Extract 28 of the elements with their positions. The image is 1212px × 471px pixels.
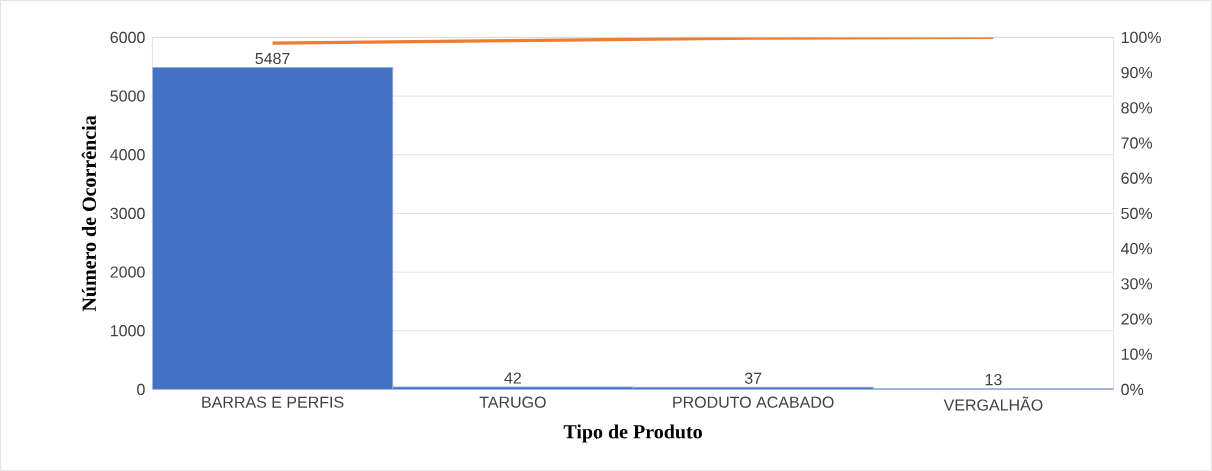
data-label: 5487 — [255, 52, 290, 65]
y2-tick-label: 90% — [1121, 67, 1153, 79]
y2-tick-label: 10% — [1121, 348, 1153, 360]
y2-tick-label: 60% — [1121, 172, 1153, 184]
y2-tick-label: 40% — [1121, 243, 1153, 255]
y2-tick-label: 30% — [1121, 278, 1153, 290]
y-tick-label: 6000 — [110, 31, 145, 44]
y-tick-label: 3000 — [110, 207, 145, 220]
x-tick-label: PRODUTO ACABADO — [673, 396, 834, 408]
data-label: 37 — [744, 372, 762, 384]
y2-tick-label: 100% — [1121, 31, 1161, 44]
y-tick-label: 2000 — [110, 266, 145, 278]
data-label: 42 — [504, 372, 521, 384]
x-tick-label: BARRAS E PERFIS — [202, 396, 344, 408]
data-label: 13 — [985, 374, 1002, 386]
y2-tick-label: 50% — [1121, 207, 1153, 220]
y2-tick-label: 80% — [1121, 102, 1153, 114]
y2-tick-label: 0% — [1121, 383, 1144, 396]
y-axis-title: Número de Ocorrência — [81, 115, 97, 312]
x-tick-label: VERGALHÃO — [943, 396, 1043, 411]
x-tick-label: TARUGO — [479, 396, 546, 408]
y-tick-label: 4000 — [110, 149, 145, 161]
y-tick-label: 5000 — [110, 90, 145, 102]
y2-tick-label: 70% — [1121, 137, 1153, 149]
x-axis-title: Tipo de Produto — [563, 424, 702, 443]
y-tick-label: 1000 — [111, 325, 145, 337]
y-tick-label: 0 — [137, 383, 145, 396]
y2-tick-label: 20% — [1121, 313, 1153, 325]
